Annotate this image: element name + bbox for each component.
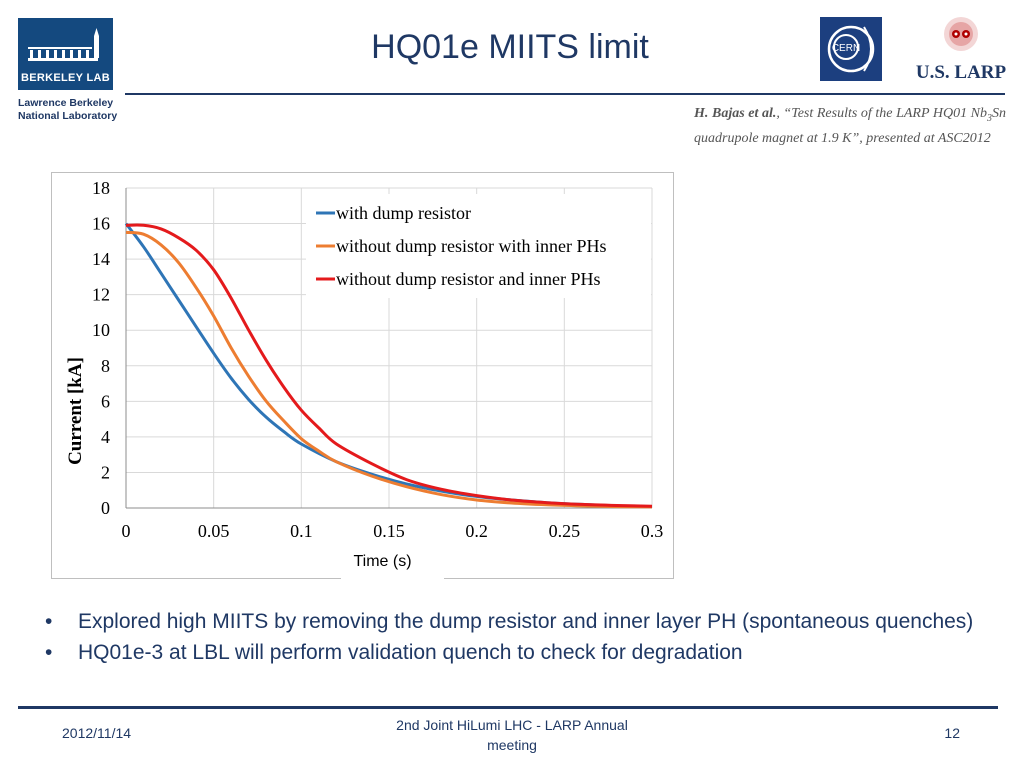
lab-name-line2: National Laboratory [18,110,118,122]
footer-event: 2nd Joint HiLumi LHC - LARP Annual meeti… [396,717,628,753]
berkeley-building-icon [28,28,99,61]
citation-subscript: 3 [987,112,992,124]
x-tick-label: 0.05 [198,521,230,541]
larp-logo-text: U.S. LARP [915,62,1007,83]
y-tick-label: 18 [92,178,110,198]
page-title: HQ01e MIITS limit [371,28,649,66]
bullet-text: Explored high MIITS by removing the dump… [78,610,974,633]
cern-logo-text: CERN [832,43,860,54]
lab-name-line1: Lawrence Berkeley [18,97,114,109]
bullet-list: • Explored high MIITS by removing the dum… [40,606,1000,668]
cern-logo: CERN [820,17,882,81]
berkeley-logo-text: BERKELEY LAB [21,72,110,84]
lab-name: Lawrence Berkeley National Laboratory [18,97,148,123]
x-tick-label: 0 [122,521,131,541]
x-tick-label: 0.25 [549,521,581,541]
y-axis-label: Current [kA] [65,357,86,465]
current-vs-time-chart: 0 2 4 6 8 10 12 14 16 18 0 0.05 0.1 0.15 0.2 0.25 0.3 wi… [65,178,664,541]
bullet-item: • Explored high MIITS by removing the dum… [40,606,1000,637]
footer-divider [18,706,998,709]
citation-authors: H. Bajas et al. [694,106,777,121]
citation-text-2: Sn quadrupole magnet at 1.9 K”, presente… [694,106,1006,146]
y-tick-label: 16 [92,214,110,234]
bullet-item: • HQ01e-3 at LBL will perform validation … [40,637,1000,668]
x-axis-label: Time (s) [353,553,412,570]
y-tick-label: 6 [101,391,110,411]
y-tick-label: 8 [101,356,110,376]
y-tick-label: 14 [92,249,110,269]
us-larp-logo [906,14,1016,86]
x-tick-label: 0.2 [465,521,488,541]
legend-box [306,194,651,298]
legend-label: with dump resistor [336,203,471,223]
x-axis-label-background [341,548,444,580]
legend-label: without dump resistor and inner PHs [336,269,600,289]
legend-label: without dump resistor with inner PHs [336,236,607,256]
citation: H. Bajas et al., “Test Results of the LA… [694,104,1006,149]
y-tick-label: 10 [92,320,110,340]
x-tick-label: 0.3 [641,521,664,541]
x-tick-label: 0.1 [290,521,313,541]
citation-text-1: , “Test Results of the LARP HQ01 Nb [776,106,987,121]
series-line-3 [125,223,653,508]
x-tick-label: 0.15 [373,521,405,541]
header-divider [125,93,1005,95]
y-tick-label: 2 [101,462,110,482]
bullet-text: HQ01e-3 at LBL will perform validation q… [78,641,743,664]
page-number: 12 [944,725,960,741]
y-tick-label: 4 [101,427,110,447]
series-line-2 [125,230,653,509]
larp-emblem-icon [944,17,978,51]
y-tick-label: 12 [92,285,110,305]
footer-date: 2012/11/14 [62,725,132,741]
bullet-marker: • [45,610,53,633]
y-tick-label: 0 [101,498,110,518]
bullet-marker: • [45,641,53,664]
berkeley-lab-logo: BERKELEY LAB [18,18,113,90]
